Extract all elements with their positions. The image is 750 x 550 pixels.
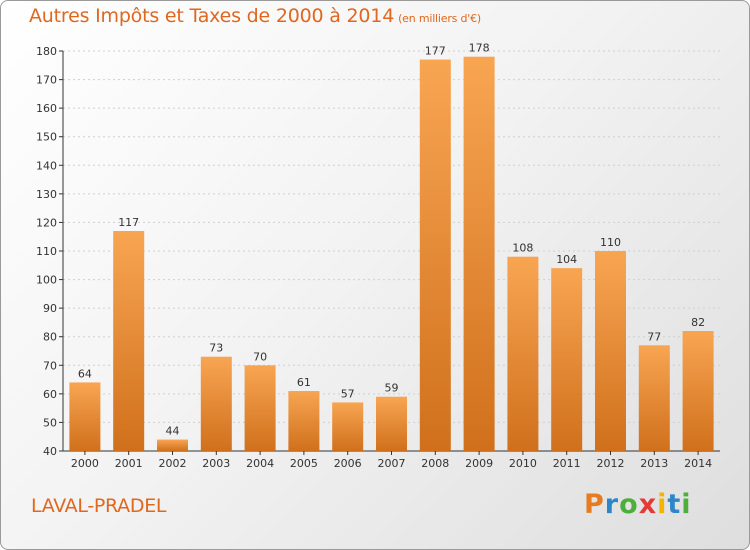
x-tick-label: 2004 xyxy=(246,457,274,470)
commune-name: LAVAL-PRADEL xyxy=(31,495,167,517)
bar xyxy=(419,59,451,451)
y-tick-label: 130 xyxy=(36,188,57,201)
data-label: 108 xyxy=(512,242,533,255)
data-label: 104 xyxy=(556,253,577,266)
bar xyxy=(551,268,583,451)
y-tick-label: 50 xyxy=(43,416,57,429)
data-label: 64 xyxy=(78,367,92,380)
x-tick-label: 2002 xyxy=(159,457,187,470)
x-tick-label: 2000 xyxy=(71,457,99,470)
bar xyxy=(113,231,145,451)
bar xyxy=(682,331,714,451)
data-label: 70 xyxy=(253,350,267,363)
data-label: 177 xyxy=(425,45,446,58)
x-tick-label: 2001 xyxy=(115,457,143,470)
data-label: 61 xyxy=(297,376,311,389)
y-tick-label: 100 xyxy=(36,274,57,287)
y-tick-label: 60 xyxy=(43,388,57,401)
x-tick-label: 2005 xyxy=(290,457,318,470)
x-tick-label: 2007 xyxy=(378,457,406,470)
data-label: 178 xyxy=(469,42,490,55)
bar xyxy=(638,345,670,451)
labels: 40 50 60 70 80 90 100 110 120 130 140 150 160 170 180 6… xyxy=(36,42,712,470)
y-tick-label: 110 xyxy=(36,245,57,258)
bar xyxy=(332,402,364,451)
x-tick-label: 2012 xyxy=(597,457,625,470)
y-tick-label: 170 xyxy=(36,74,57,87)
x-tick-label: 2011 xyxy=(553,457,581,470)
y-tick-label: 120 xyxy=(36,216,57,229)
bar xyxy=(595,251,626,451)
data-label: 44 xyxy=(166,425,180,438)
bar xyxy=(69,382,101,451)
data-label: 77 xyxy=(647,330,661,343)
bar xyxy=(200,356,232,451)
x-tick-label: 2009 xyxy=(465,457,493,470)
bar xyxy=(463,56,495,451)
data-label: 110 xyxy=(600,236,621,249)
bar xyxy=(376,396,407,451)
y-tick-label: 140 xyxy=(36,159,57,172)
y-tick-label: 180 xyxy=(36,45,57,58)
x-tick-label: 2014 xyxy=(684,457,712,470)
data-label: 57 xyxy=(341,387,355,400)
bar xyxy=(288,391,320,451)
data-label: 117 xyxy=(118,216,139,229)
chart-title: Autres Impôts et Taxes de 2000 à 2014 (en… xyxy=(29,5,481,27)
chart-title-main: Autres Impôts et Taxes de 2000 à 2014 xyxy=(29,5,395,27)
y-tick-label: 150 xyxy=(36,131,57,144)
y-tick-label: 40 xyxy=(43,445,57,458)
proxiti-logo: Proxiti xyxy=(584,489,692,520)
data-label: 82 xyxy=(691,316,705,329)
y-tick-label: 160 xyxy=(36,102,57,115)
y-tick-label: 90 xyxy=(43,302,57,315)
x-tick-label: 2013 xyxy=(640,457,668,470)
x-tick-label: 2010 xyxy=(509,457,537,470)
chart-subtitle: (en milliers d'€) xyxy=(398,12,481,25)
data-label: 73 xyxy=(209,342,223,355)
x-tick-label: 2006 xyxy=(334,457,362,470)
x-tick-label: 2003 xyxy=(202,457,230,470)
data-label: 59 xyxy=(385,382,399,395)
bars xyxy=(69,56,714,451)
bar xyxy=(157,439,188,451)
bar xyxy=(244,365,276,451)
y-tick-label: 70 xyxy=(43,359,57,372)
y-tick-label: 80 xyxy=(43,331,57,344)
bar xyxy=(507,256,539,451)
x-tick-label: 2008 xyxy=(421,457,449,470)
